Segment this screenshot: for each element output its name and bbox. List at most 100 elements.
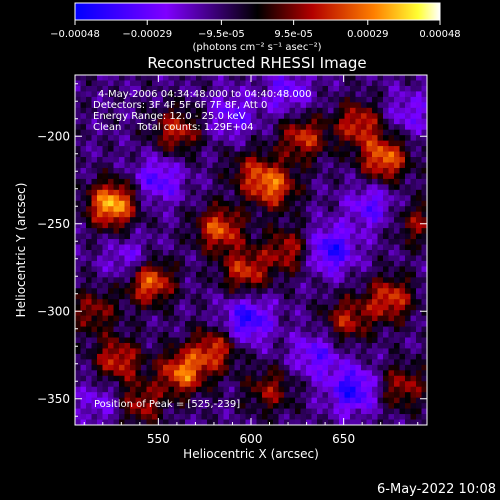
heatmap-cell <box>300 299 307 306</box>
heatmap-cell <box>97 364 103 371</box>
heatmap-cell <box>355 102 362 109</box>
heatmap-cell <box>207 189 213 196</box>
heatmap-cell <box>344 107 351 114</box>
heatmap-cell <box>355 75 362 81</box>
heatmap-cell <box>405 315 411 322</box>
heatmap-cell <box>328 359 334 366</box>
heatmap-cell <box>146 124 153 131</box>
heatmap-cell <box>108 386 114 393</box>
colorbar-tick-label: 0.00029 <box>347 29 388 40</box>
heatmap-cell <box>361 348 367 355</box>
heatmap-cell <box>108 364 114 371</box>
heatmap-cell <box>421 217 428 224</box>
heatmap-cell <box>372 80 378 87</box>
heatmap-cell <box>256 222 263 229</box>
heatmap-cell <box>212 173 219 180</box>
heatmap-cell <box>157 189 164 196</box>
heatmap-cell <box>146 189 153 196</box>
heatmap-cell <box>344 96 351 103</box>
heatmap-cell <box>141 315 147 322</box>
heatmap-cell <box>196 184 202 191</box>
heatmap-cell <box>355 222 362 229</box>
heatmap-cell <box>333 304 340 311</box>
heatmap-cell <box>383 321 389 327</box>
heatmap-cell <box>157 282 164 289</box>
heatmap-cell <box>311 381 318 388</box>
heatmap-cell <box>174 124 180 131</box>
heatmap-cell <box>108 217 114 224</box>
heatmap-cell <box>322 244 329 251</box>
heatmap-cell <box>130 222 136 229</box>
heatmap-cell <box>201 140 208 147</box>
heatmap-cell <box>135 228 142 234</box>
heatmap-cell <box>251 266 257 273</box>
heatmap-cell <box>174 315 180 322</box>
heatmap-cell <box>190 222 197 229</box>
heatmap-cell <box>97 233 103 240</box>
heatmap-cell <box>196 381 202 388</box>
heatmap-cell <box>410 96 417 103</box>
heatmap-cell <box>157 342 164 349</box>
heatmap-cell <box>91 381 98 388</box>
heatmap-cell <box>394 310 400 317</box>
heatmap-cell <box>168 321 175 327</box>
heatmap-cell <box>350 304 356 311</box>
heatmap-cell <box>311 353 318 360</box>
heatmap-cell <box>86 321 92 327</box>
heatmap-cell <box>410 304 417 311</box>
heatmap-cell <box>124 310 131 317</box>
heatmap-cell <box>157 348 164 355</box>
heatmap-cell <box>113 228 120 234</box>
heatmap-cell <box>91 315 98 322</box>
heatmap-cell <box>152 332 158 338</box>
heatmap-cell <box>190 337 197 344</box>
heatmap-cell <box>262 381 268 388</box>
heatmap-cell <box>185 332 191 338</box>
heatmap-cell <box>311 403 318 409</box>
heatmap-cell <box>146 414 153 420</box>
heatmap-cell <box>80 222 87 229</box>
heatmap-cell <box>218 342 224 349</box>
heatmap-cell <box>361 337 367 344</box>
heatmap-cell <box>190 282 197 289</box>
heatmap-cell <box>344 250 351 256</box>
heatmap-cell <box>289 222 296 229</box>
heatmap-cell <box>179 386 186 393</box>
heatmap-cell <box>163 157 169 163</box>
heatmap-cell <box>212 178 219 185</box>
heatmap-cell <box>289 200 296 207</box>
heatmap-cell <box>207 85 213 92</box>
heatmap-cell <box>223 282 230 289</box>
heatmap-cell <box>328 173 334 180</box>
heatmap-cell <box>322 222 329 229</box>
heatmap-cell <box>262 124 268 131</box>
heatmap-cell <box>108 118 114 125</box>
heatmap-cell <box>245 364 252 371</box>
heatmap-cell <box>229 162 235 169</box>
heatmap-cell <box>218 266 224 273</box>
heatmap-cell <box>350 326 356 333</box>
heatmap-cell <box>306 315 312 322</box>
heatmap-cell <box>421 321 428 327</box>
heatmap-cell <box>284 403 290 409</box>
heatmap-cell <box>416 102 422 109</box>
heatmap-cell <box>388 359 395 366</box>
heatmap-cell <box>179 178 186 185</box>
heatmap-cell <box>405 386 411 393</box>
heatmap-cell <box>196 91 202 98</box>
heatmap-cell <box>240 282 246 289</box>
heatmap-cell <box>405 288 411 295</box>
heatmap-cell <box>240 113 246 120</box>
heatmap-cell <box>289 386 296 393</box>
heatmap-cell <box>119 146 125 152</box>
heatmap-cell <box>91 113 98 120</box>
heatmap-cell <box>388 173 395 180</box>
heatmap-cell <box>174 266 180 273</box>
heatmap-cell <box>399 239 406 245</box>
heatmap-cell <box>350 250 356 256</box>
heatmap-cell <box>251 310 257 317</box>
heatmap-cell <box>256 321 263 327</box>
heatmap-cell <box>306 271 312 278</box>
heatmap-cell <box>273 118 279 125</box>
heatmap-cell <box>311 135 318 142</box>
